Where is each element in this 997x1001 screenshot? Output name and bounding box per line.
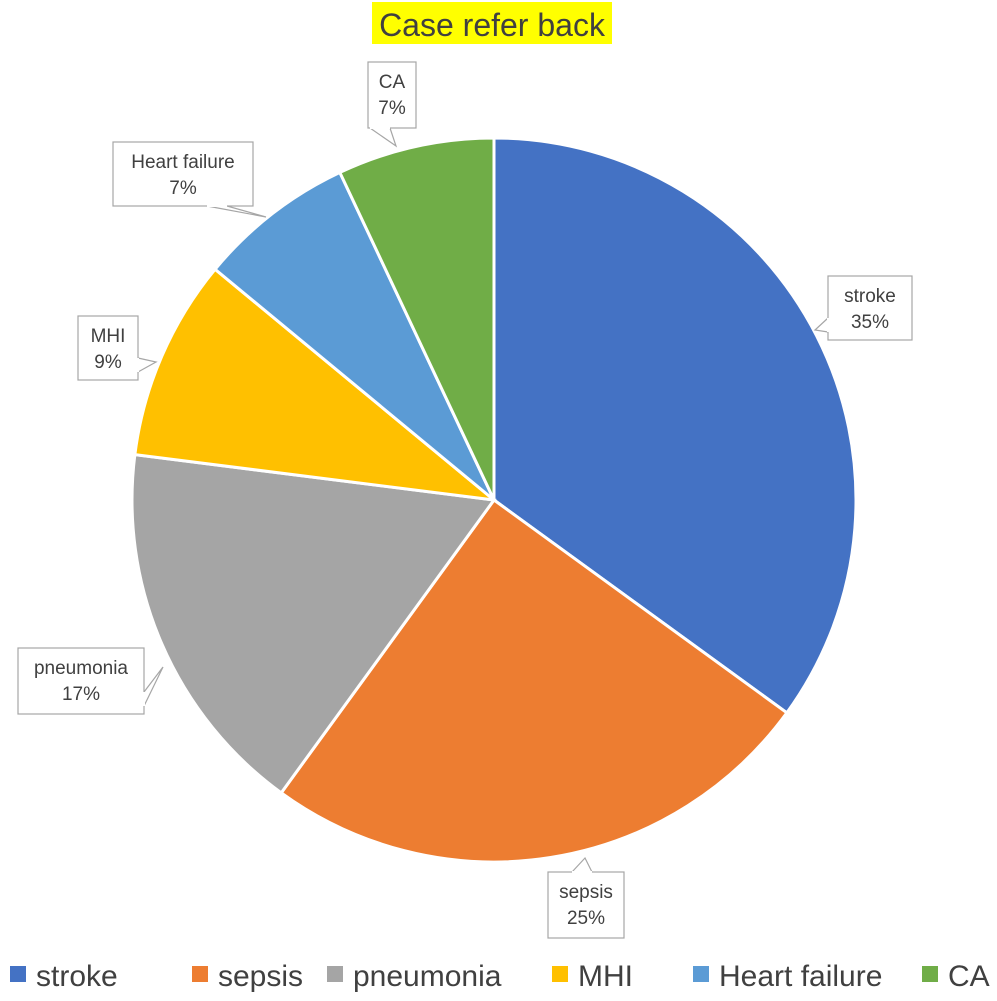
- data-label-category: Heart failure: [131, 152, 235, 173]
- legend-label: stroke: [36, 960, 118, 993]
- pie-slice-sepsis: [279, 497, 789, 864]
- data-label-value: 25%: [567, 908, 605, 929]
- data-label-value: 17%: [62, 684, 100, 705]
- data-label-category: pneumonia: [34, 658, 128, 679]
- data-label-box: [77, 315, 139, 381]
- legend-label: Heart failure: [719, 960, 882, 993]
- data-label-pointer: [571, 856, 593, 873]
- legend-item-heart-failure: Heart failure: [693, 960, 882, 993]
- legend-label: CA: [948, 960, 990, 993]
- chart-title-highlight: [372, 2, 612, 44]
- data-label-value: 35%: [851, 312, 889, 333]
- legend-label: sepsis: [218, 960, 303, 993]
- pie-slice-mhi: [133, 267, 499, 503]
- legend-item-mhi: MHI: [552, 960, 633, 993]
- data-label-pointer: [143, 666, 164, 707]
- data-label-category: CA: [379, 72, 406, 93]
- legend-label: MHI: [578, 960, 633, 993]
- data-label-pointer: [137, 357, 158, 373]
- pie-slices: [130, 136, 858, 864]
- data-label-sepsis: sepsis 25%: [547, 856, 625, 939]
- legend-item-pneumonia: pneumonia: [327, 960, 502, 993]
- data-label-ca: CA 7%: [367, 61, 417, 148]
- pie-slice-stroke: [492, 136, 858, 715]
- legend-swatch: [693, 966, 709, 982]
- data-label-value: 7%: [378, 98, 406, 119]
- data-label-category: sepsis: [559, 882, 613, 903]
- data-labels: stroke 35% sepsis 25% pneumonia 17% MHI 9% Heart…: [17, 61, 913, 939]
- legend-item-ca: CA: [922, 960, 990, 993]
- data-label-box: [827, 275, 913, 341]
- data-label-box: [17, 647, 145, 715]
- data-label-pointer: [369, 127, 398, 148]
- legend: stroke sepsis pneumonia MHI Heart failure CA: [10, 960, 990, 993]
- legend-swatch: [10, 966, 26, 982]
- data-label-box: [367, 61, 417, 129]
- data-label-pointer: [813, 317, 829, 333]
- data-label-stroke: stroke 35%: [813, 275, 913, 341]
- legend-swatch: [192, 966, 208, 982]
- data-label-box: [547, 871, 625, 939]
- legend-swatch: [922, 966, 938, 982]
- data-label-pneumonia: pneumonia 17%: [17, 647, 164, 715]
- legend-item-stroke: stroke: [10, 960, 118, 993]
- data-label-mhi: MHI 9%: [77, 315, 158, 381]
- legend-label: pneumonia: [353, 960, 502, 993]
- data-label-box: [112, 141, 254, 207]
- data-label-heart-failure: Heart failure 7%: [112, 141, 267, 218]
- data-label-pointer: [206, 205, 267, 218]
- data-label-value: 9%: [94, 352, 122, 373]
- pie-slice-ca: [337, 136, 496, 501]
- legend-swatch: [327, 966, 343, 982]
- data-label-value: 7%: [169, 178, 197, 199]
- chart-title: Case refer back: [379, 7, 606, 43]
- legend-item-sepsis: sepsis: [192, 960, 303, 993]
- legend-swatch: [552, 966, 568, 982]
- pie-slice-pneumonia: [130, 452, 497, 795]
- data-label-category: stroke: [844, 286, 896, 307]
- data-label-category: MHI: [91, 326, 126, 347]
- pie-slice-heart-failure: [212, 170, 496, 502]
